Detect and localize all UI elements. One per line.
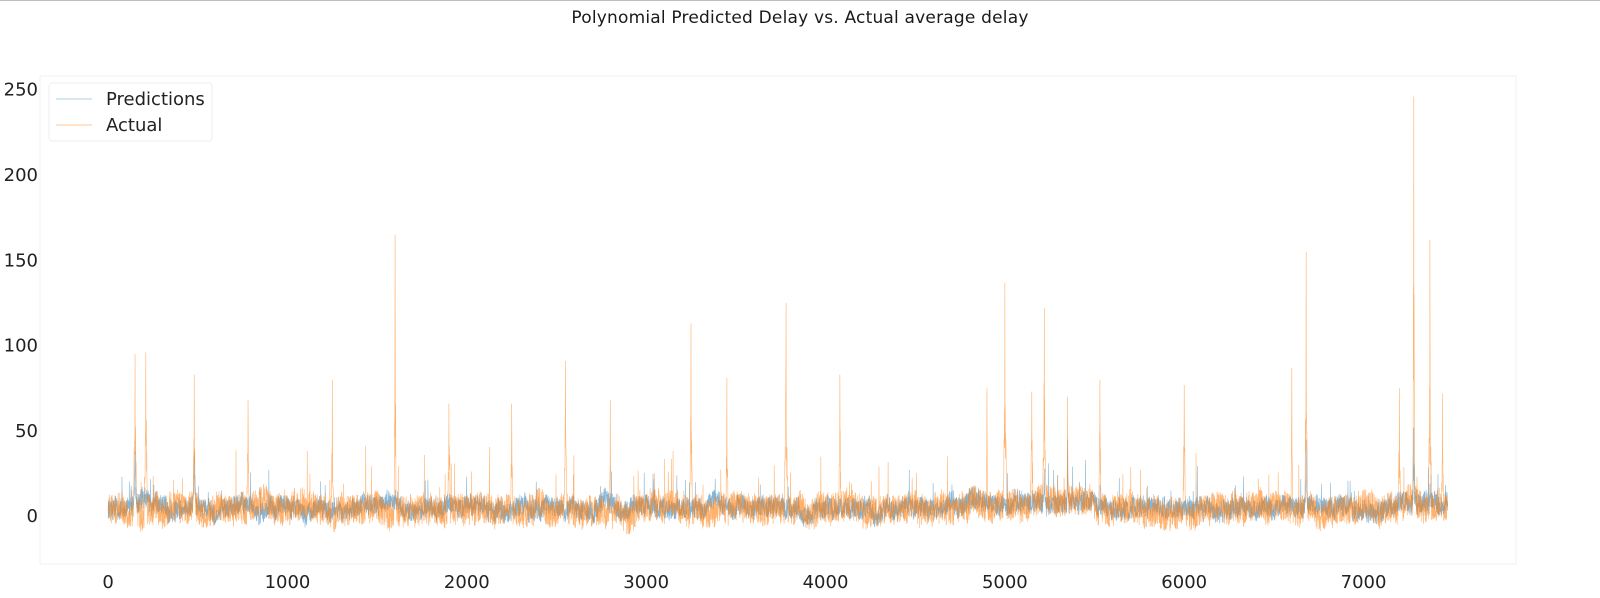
y-tick-label: 100 [4, 336, 38, 357]
x-tick-label: 7000 [1341, 572, 1387, 593]
y-tick-label: 250 [4, 80, 38, 101]
x-tick-label: 0 [102, 572, 113, 593]
window-top-border [0, 0, 1600, 1]
x-tick-label: 6000 [1161, 572, 1207, 593]
chart-title: Polynomial Predicted Delay vs. Actual av… [571, 8, 1029, 28]
legend-label-predictions: Predictions [106, 89, 205, 110]
y-tick-label: 200 [4, 165, 38, 186]
y-tick-label: 50 [15, 421, 38, 442]
series-line-actual [107, 96, 1448, 535]
x-tick-label: 4000 [803, 572, 849, 593]
y-axis-ticks: 0 50 100 150 200 250 [4, 80, 38, 528]
x-tick-label: 3000 [623, 572, 669, 593]
x-tick-label: 2000 [444, 572, 490, 593]
x-tick-label: 1000 [265, 572, 311, 593]
plot-area [39, 75, 1517, 565]
legend: Predictions Actual [48, 82, 213, 142]
x-axis-ticks: 0 1000 2000 3000 4000 5000 6000 7000 [102, 572, 1386, 593]
y-tick-label: 0 [27, 506, 38, 527]
series-layer [107, 96, 1448, 535]
x-tick-label: 5000 [982, 572, 1028, 593]
legend-box [48, 82, 213, 142]
legend-label-actual: Actual [106, 115, 162, 136]
y-tick-label: 150 [4, 250, 38, 271]
